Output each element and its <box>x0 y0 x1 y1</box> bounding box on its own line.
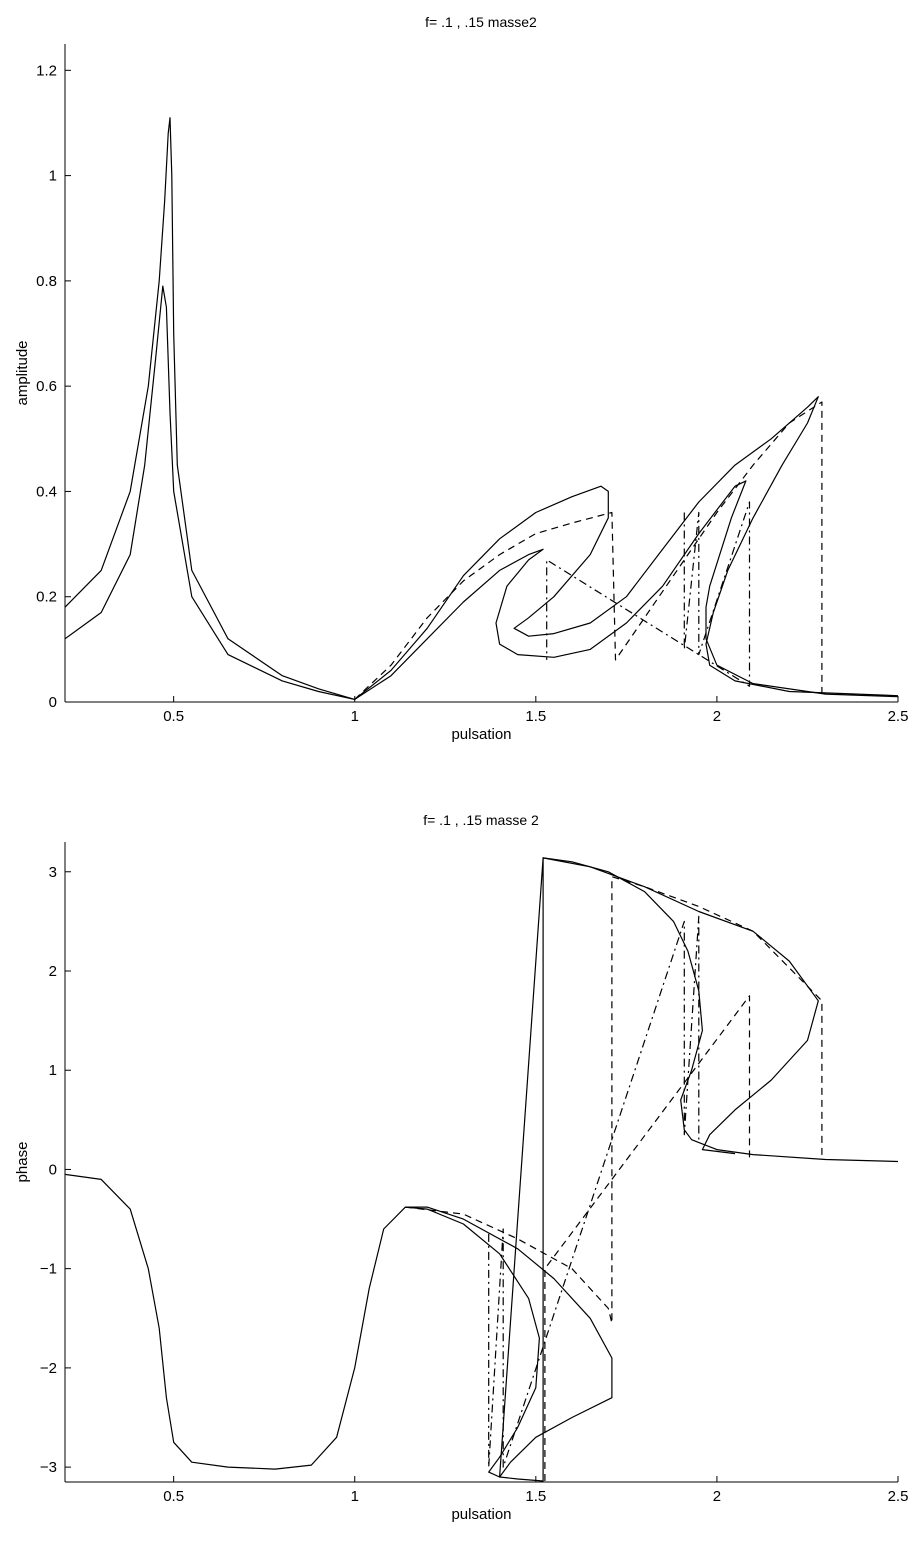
amplitude-chart: f= .1 , .15 masse2 pulsation amplitude 0… <box>14 14 908 743</box>
series-dashed-4 <box>544 995 751 1481</box>
y-tick-label: 0.2 <box>36 589 57 606</box>
y-tick-label: 0.6 <box>36 378 57 395</box>
y-tick-label: 0.4 <box>36 483 57 500</box>
series-dashed-2 <box>405 876 823 1324</box>
y-tick-label: 2 <box>49 963 57 980</box>
x-tick-label: 1 <box>351 1488 359 1505</box>
series-dashed-2 <box>354 401 823 700</box>
y-tick-label: 0.8 <box>36 273 57 290</box>
x-tick-label: 1 <box>351 708 359 725</box>
y-tick-label: 1.2 <box>36 62 57 79</box>
series-dashdot-3 <box>488 915 700 1468</box>
x-tick-label: 0.5 <box>163 1488 184 1505</box>
y-tick-label: 0 <box>49 694 57 711</box>
x-axis-label: pulsation <box>451 726 511 743</box>
x-tick-label: 2.5 <box>888 1488 909 1505</box>
y-tick-label: −3 <box>40 1459 57 1476</box>
series-solid-0 <box>64 117 899 700</box>
x-tick-label: 2 <box>713 1488 721 1505</box>
y-tick-label: 0 <box>49 1161 57 1178</box>
x-tick-label: 2 <box>713 708 721 725</box>
x-tick-label: 0.5 <box>163 708 184 725</box>
y-axis-label: phase <box>14 1142 31 1183</box>
y-tick-label: 1 <box>49 1062 57 1079</box>
y-tick-label: 1 <box>49 168 57 185</box>
series-dashdot-3 <box>546 501 751 687</box>
series-solid-1 <box>64 285 899 700</box>
y-tick-label: 3 <box>49 864 57 881</box>
x-tick-label: 2.5 <box>888 708 909 725</box>
phase-chart: f= .1 , .15 masse 2 pulsation phase 0.5 1… <box>14 812 908 1523</box>
x-tick-label: 1.5 <box>525 708 546 725</box>
y-tick-label: −1 <box>40 1261 57 1278</box>
chart-title: f= .1 , .15 masse2 <box>425 14 537 30</box>
chart-title: f= .1 , .15 masse 2 <box>423 812 539 828</box>
x-axis-label: pulsation <box>451 1506 511 1523</box>
series-solid-0 <box>64 857 899 1482</box>
x-tick-label: 1.5 <box>525 1488 546 1505</box>
y-tick-label: −2 <box>40 1360 57 1377</box>
y-axis-label: amplitude <box>14 340 31 405</box>
series-solid-1 <box>405 857 819 1478</box>
